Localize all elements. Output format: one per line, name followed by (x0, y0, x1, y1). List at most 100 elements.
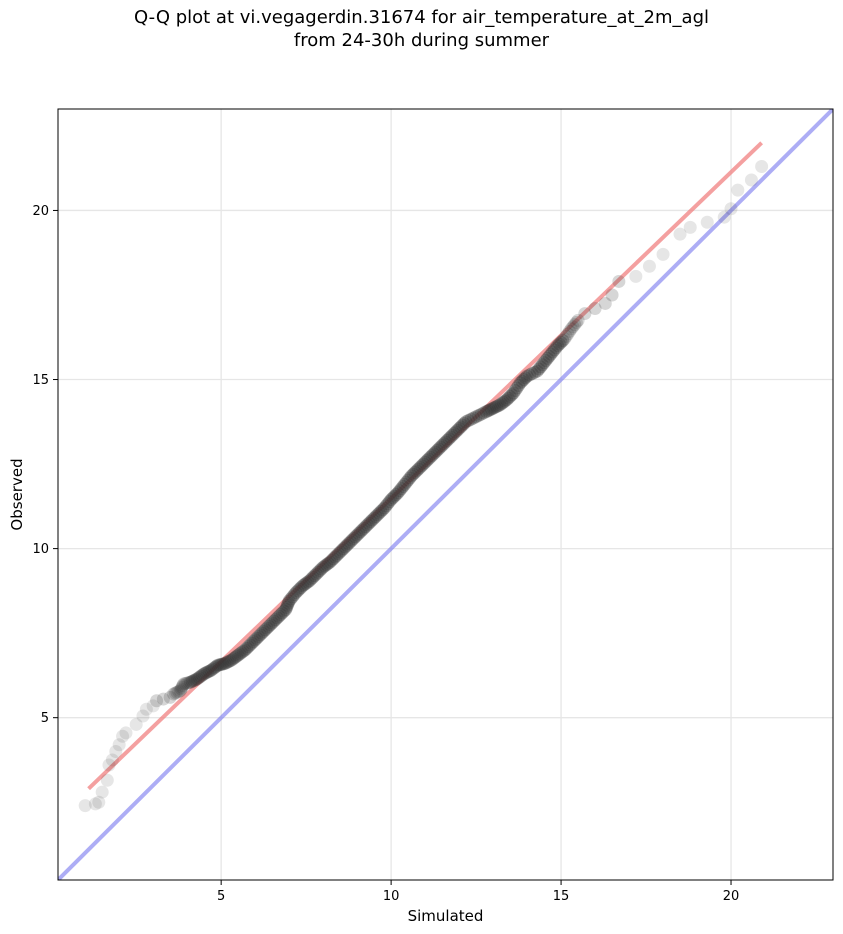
qq-point (552, 337, 566, 351)
qq-point (372, 506, 386, 520)
qq-point (248, 633, 262, 647)
qq-point (194, 669, 208, 683)
qq-point (376, 503, 390, 517)
qq-point (255, 626, 269, 640)
qq-point (250, 631, 264, 645)
qq-point (416, 457, 430, 471)
qq-point (430, 444, 444, 458)
qq-point (528, 365, 542, 379)
qq-point (683, 220, 697, 234)
qq-point (394, 482, 408, 496)
qq-point (199, 666, 213, 680)
qq-point (546, 345, 560, 359)
qq-point (354, 525, 368, 539)
qq-point (418, 455, 432, 469)
qq-point (367, 511, 381, 525)
qq-point (472, 408, 486, 422)
qq-point (265, 616, 279, 630)
qq-point (267, 614, 281, 628)
qq-point (605, 288, 619, 302)
qq-point (629, 269, 643, 283)
qq-point (731, 183, 745, 197)
chart-subtitle: from 24-30h during summer (293, 30, 550, 51)
qq-point (500, 393, 514, 407)
qq-point (483, 403, 497, 417)
qq-point (182, 676, 196, 690)
qq-point (569, 315, 583, 329)
qq-point (724, 202, 738, 216)
qq-point (245, 636, 259, 650)
qq-point (554, 335, 568, 349)
qq-point (280, 598, 294, 612)
qq-point (408, 466, 422, 480)
qq-point (369, 509, 383, 523)
qq-point (211, 658, 225, 672)
qq-point (320, 558, 334, 572)
qq-point (411, 462, 425, 476)
qq-point (323, 555, 337, 569)
qq-point (313, 564, 327, 578)
x-tick-label: 10 (383, 889, 400, 904)
qq-point (530, 364, 544, 378)
qq-point (422, 452, 436, 466)
qq-point (243, 638, 257, 652)
qq-point (484, 402, 498, 416)
qq-point (425, 449, 439, 463)
qq-point (105, 753, 119, 767)
qq-point (496, 395, 510, 409)
qq-point (195, 668, 209, 682)
qq-point (501, 391, 515, 405)
reference-lines (58, 109, 833, 880)
qq-point (563, 324, 577, 338)
qq-point (172, 684, 186, 698)
qq-point (505, 388, 519, 402)
qq-point (540, 351, 554, 365)
qq-point (214, 657, 228, 671)
qq-point (391, 486, 405, 500)
qq-point (568, 318, 582, 332)
qq-point (257, 624, 271, 638)
qq-point (534, 360, 548, 374)
qq-point (578, 307, 592, 321)
qq-point (559, 329, 573, 343)
qq-point (286, 590, 300, 604)
qq-point (174, 682, 188, 696)
qq-point (184, 675, 198, 689)
y-tick-label: 20 (32, 204, 49, 219)
qq-point (280, 600, 294, 614)
y-tick-label: 5 (41, 711, 49, 726)
qq-point (439, 435, 452, 449)
qq-point (330, 548, 344, 562)
qq-point (427, 447, 441, 461)
qq-point (219, 656, 233, 670)
qq-point (170, 685, 184, 699)
qq-point (444, 430, 458, 444)
qq-point (442, 432, 456, 446)
qq-point (318, 559, 332, 573)
qq-point (321, 556, 335, 570)
qq-point (287, 588, 301, 602)
qq-point (337, 542, 351, 556)
qq-point (212, 658, 226, 672)
qq-point (355, 523, 369, 537)
qq-point (452, 422, 466, 436)
qq-point (503, 389, 517, 403)
qq-point (488, 400, 502, 414)
qq-point (371, 508, 385, 522)
qq-point (571, 313, 585, 327)
qq-point (566, 320, 580, 334)
qq-point (588, 302, 602, 316)
qq-point (423, 450, 437, 464)
y-tick-label: 10 (32, 542, 49, 557)
y-tick-label: 15 (32, 373, 49, 388)
qq-point (279, 602, 293, 616)
qq-point (187, 673, 201, 687)
x-tick-label: 5 (217, 889, 225, 904)
qq-point (246, 635, 260, 649)
qq-point (209, 660, 223, 674)
qq-point (301, 575, 315, 589)
qq-point (253, 628, 267, 642)
qq-point (223, 654, 237, 668)
qq-point (316, 560, 330, 574)
qq-point (129, 717, 143, 731)
